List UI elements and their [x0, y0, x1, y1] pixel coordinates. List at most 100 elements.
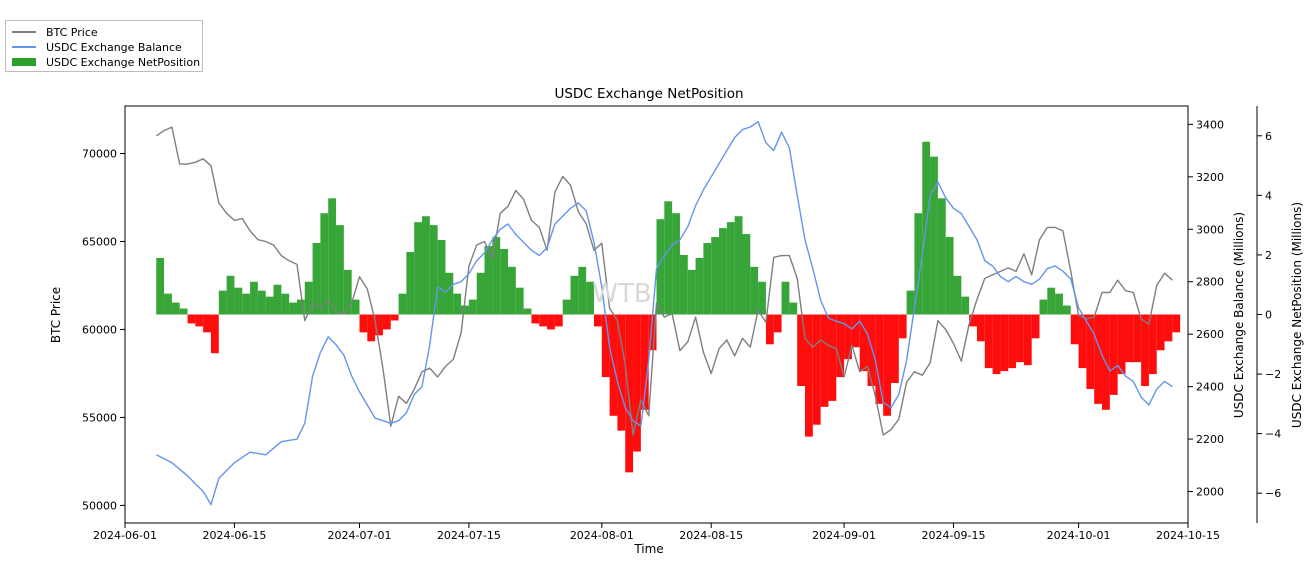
x-tick-label: 2024-08-01	[570, 529, 634, 542]
netposition-bar	[1078, 314, 1087, 369]
netposition-bar	[250, 281, 258, 315]
legend-label-usdc-balance: USDC Exchange Balance	[46, 40, 182, 54]
netposition-bar	[898, 314, 907, 339]
netposition-bar	[296, 299, 305, 315]
x-tick-label: 2024-09-15	[922, 529, 986, 542]
netposition-bar	[679, 254, 688, 315]
netposition-bar	[461, 305, 469, 315]
netposition-bar	[437, 240, 446, 315]
netposition-bar	[750, 266, 759, 315]
netposition-bar	[734, 216, 743, 315]
netposition-bar	[1117, 314, 1126, 375]
netposition-bar	[586, 281, 594, 315]
netposition-bar	[1148, 314, 1157, 375]
netposition-bar	[1039, 299, 1048, 315]
netposition-bar	[281, 293, 290, 315]
y-tick-label-right1: 3400	[1196, 118, 1224, 131]
x-axis-label: Time	[634, 542, 664, 556]
netposition-bar	[484, 245, 493, 315]
netposition-bar	[953, 275, 962, 315]
netposition-bar	[625, 314, 634, 473]
netposition-bar	[273, 284, 282, 315]
netposition-bar	[1047, 287, 1056, 315]
chart-title: USDC Exchange NetPosition	[554, 86, 744, 102]
netposition-bar	[210, 314, 219, 354]
netposition-bar	[218, 290, 227, 315]
netposition-bar	[875, 314, 884, 404]
legend-entry-usdc-netposition: USDC Exchange NetPosition	[12, 55, 200, 69]
x-tick-label: 2024-07-15	[437, 529, 501, 542]
netposition-bar	[570, 275, 579, 315]
netposition-bar	[726, 222, 735, 315]
netposition-bar	[312, 243, 321, 315]
netposition-bars	[156, 141, 1181, 473]
netposition-bar	[789, 302, 798, 315]
netposition-bar	[492, 237, 501, 315]
netposition-bar	[984, 314, 993, 369]
netposition-bar	[719, 228, 727, 315]
legend-swatch-usdc-netposition	[12, 58, 36, 66]
y-tick-label-right1: 2200	[1196, 433, 1224, 446]
legend-swatch-btc-price	[12, 31, 36, 33]
netposition-bar	[468, 299, 477, 315]
netposition-bar	[664, 201, 673, 315]
legend-entry-btc-price: BTC Price	[12, 25, 98, 39]
netposition-bar	[672, 213, 680, 315]
netposition-bar	[203, 314, 211, 333]
netposition-bar	[976, 314, 985, 342]
netposition-bar	[351, 299, 360, 315]
netposition-bar	[547, 314, 555, 330]
netposition-bar	[367, 314, 376, 342]
netposition-bar	[515, 287, 524, 315]
netposition-bar	[758, 281, 766, 315]
netposition-bar	[234, 287, 243, 315]
netposition-bar	[1070, 314, 1079, 345]
netposition-bar	[711, 237, 720, 315]
netposition-bar	[554, 314, 563, 327]
netposition-bar	[304, 281, 313, 315]
plot-frame	[124, 105, 1189, 524]
y-tick-label-right1: 2000	[1196, 486, 1224, 499]
netposition-bar	[742, 234, 751, 315]
netposition-bar	[945, 237, 954, 315]
legend-label-btc-price: BTC Price	[46, 25, 98, 39]
netposition-bar	[1125, 314, 1134, 363]
netposition-bar	[562, 299, 571, 315]
netposition-bar	[1016, 314, 1024, 363]
netposition-bar	[453, 293, 462, 315]
netposition-bar	[265, 296, 274, 315]
netposition-bar	[828, 314, 837, 401]
x-tick-label: 2024-09-01	[812, 529, 876, 542]
netposition-bar	[523, 308, 532, 315]
y-tick-label-right1: 2600	[1196, 328, 1224, 341]
netposition-bar	[1031, 314, 1040, 339]
y-tick-label-left: 65000	[82, 235, 117, 248]
netposition-bar	[507, 266, 516, 315]
netposition-bar	[765, 314, 774, 345]
netposition-bar	[164, 293, 172, 315]
netposition-bar	[359, 314, 368, 333]
netposition-bar	[797, 314, 806, 386]
y-tick-label-left: 60000	[82, 323, 117, 336]
y-tick-label-left: 70000	[82, 148, 117, 161]
netposition-bar	[1172, 314, 1181, 333]
netposition-bar	[695, 257, 704, 315]
netposition-bar	[382, 314, 391, 330]
netposition-bar	[859, 314, 868, 372]
netposition-bar	[914, 213, 923, 315]
netposition-bar	[1008, 314, 1017, 369]
netposition-bar	[648, 314, 657, 351]
netposition-bar	[531, 314, 540, 324]
netposition-bar	[257, 290, 266, 315]
netposition-bar	[703, 243, 712, 315]
netposition-bar	[500, 248, 508, 315]
netposition-bar	[867, 314, 876, 386]
netposition-bar	[242, 293, 251, 315]
y-tick-label-right1: 3200	[1196, 171, 1224, 184]
y-tick-label-right1: 3000	[1196, 223, 1224, 236]
y-tick-label-right2: −2	[1265, 368, 1281, 381]
y-axis-label-left: BTC Price	[49, 286, 64, 343]
y-tick-label-left: 55000	[82, 411, 117, 424]
netposition-bar	[844, 314, 852, 360]
